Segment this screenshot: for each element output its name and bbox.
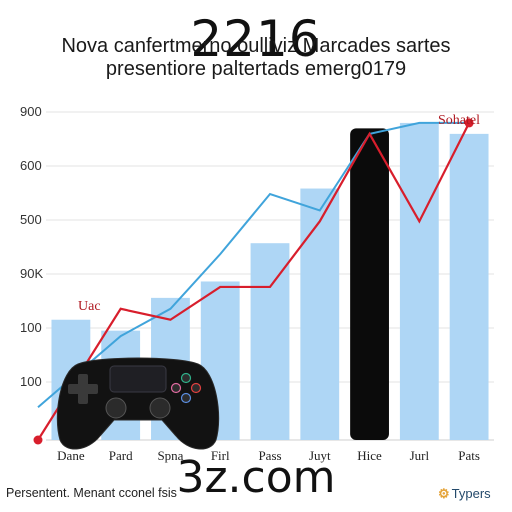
x-tick-label: Firl (211, 448, 230, 463)
x-tick-label: Dane (57, 448, 85, 463)
chart-subtitle: presentiore paltertads emerg0179 (105, 58, 407, 80)
brand-logo: ⚙ Typers (438, 486, 491, 502)
chart-title: Nova canfertmerno oulliviz Marcades sart… (61, 35, 451, 57)
x-tick-label: Hice (357, 448, 382, 463)
brand-name: Typers (451, 486, 491, 501)
annotations: Uac Sohatel (78, 113, 480, 314)
bar (250, 243, 290, 440)
bar (399, 122, 439, 440)
y-ticks: 900 600 500 90K 100 100 (20, 104, 43, 389)
y-tick-label: 100 (20, 320, 42, 335)
y-tick-label: 90K (20, 266, 43, 281)
annotation-right: Sohatel (438, 113, 480, 128)
series-point-end (464, 118, 474, 128)
game-controller-icon (56, 357, 220, 450)
annotation-left: Uac (78, 299, 101, 314)
series-line-red (37, 122, 471, 441)
bar-highlight (350, 128, 389, 440)
lines (33, 118, 474, 445)
x-tick-label: Pass (258, 448, 281, 463)
y-tick-label: 100 (20, 374, 42, 389)
y-tick-label: 600 (20, 158, 42, 173)
overlay-number: 2216 (190, 10, 322, 68)
x-tick-label: Jurl (410, 448, 430, 463)
series-line-blue (37, 121, 470, 408)
series-point-start (33, 435, 43, 445)
brand-mark-icon: ⚙ (438, 486, 450, 501)
footer-text: Persentent. Menant cconel fsis (6, 486, 177, 500)
x-tick-label: Juyt (309, 448, 331, 463)
bar (449, 133, 489, 440)
y-tick-label: 500 (20, 212, 42, 227)
x-tick-label: Pard (109, 448, 133, 463)
x-tick-label: Pats (458, 448, 480, 463)
x-tick-label: Spna (157, 448, 183, 463)
watermark: 3z.com (176, 452, 336, 503)
x-ticks: Dane Pard Spna Firl Pass Juyt Hice Jurl Pats (57, 448, 480, 463)
y-tick-label: 900 (20, 104, 42, 119)
bar (300, 188, 340, 440)
